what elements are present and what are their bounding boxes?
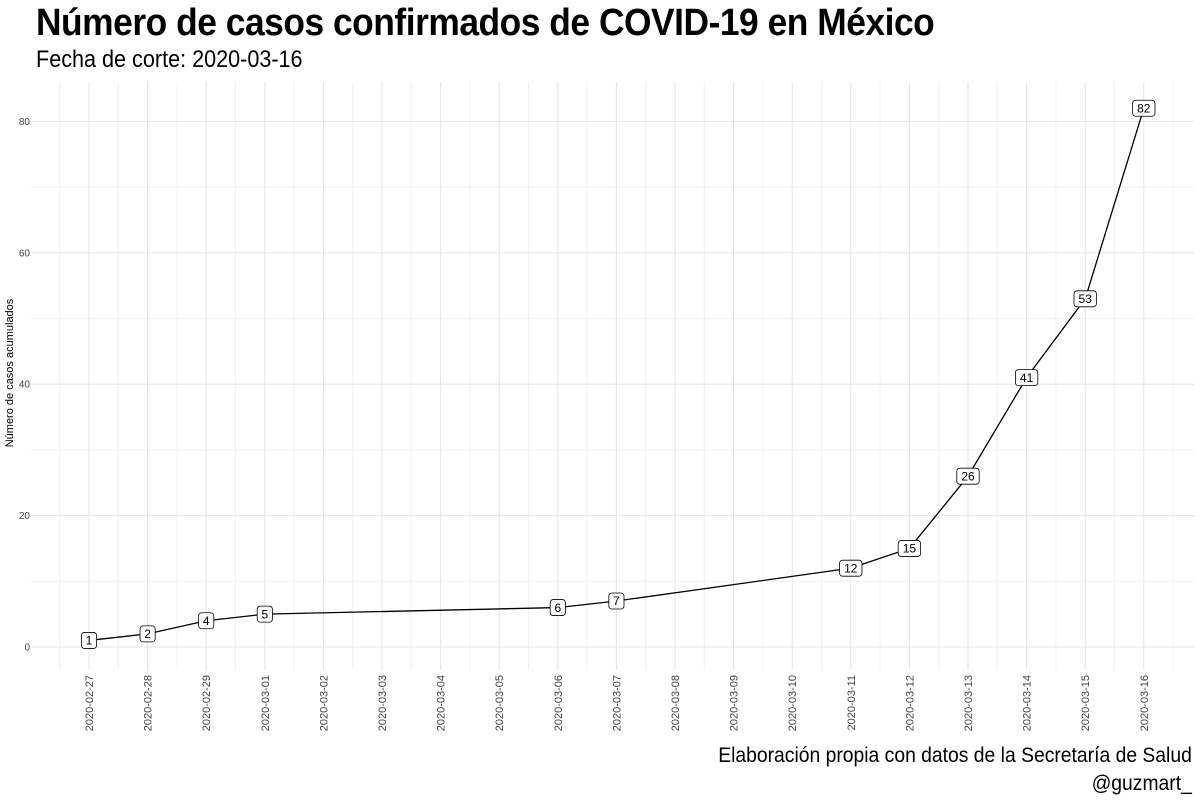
data-point-label: 6 xyxy=(549,599,566,616)
data-label-text: 26 xyxy=(961,469,975,483)
data-point-label: 4 xyxy=(198,612,215,630)
x-tick-label: 2020-02-28 xyxy=(143,675,155,731)
data-label-text: 15 xyxy=(903,542,917,556)
series-line-group xyxy=(88,108,1145,642)
data-point-label: 82 xyxy=(1132,99,1156,117)
data-label-box xyxy=(256,605,273,623)
x-tick-label: 2020-03-16 xyxy=(1139,675,1151,731)
grid-lines xyxy=(31,82,1194,670)
chart-subtitle: Fecha de corte: 2020-03-16 xyxy=(36,46,303,73)
data-label-text: 6 xyxy=(554,601,561,615)
data-point-label: 26 xyxy=(956,467,980,485)
data-label-box xyxy=(81,632,98,649)
data-point-label: 1 xyxy=(81,632,98,649)
caption-author: @guzmart_ xyxy=(1091,772,1192,795)
data-label-box xyxy=(956,467,980,485)
data-point-label: 41 xyxy=(1015,369,1039,387)
data-label-box xyxy=(1132,99,1156,117)
y-axis-label: Número de casos acumulados xyxy=(4,298,16,447)
chart-title: Número de casos confirmados de COVID-19 … xyxy=(36,2,935,44)
data-label-box xyxy=(1015,369,1039,387)
x-tick-label: 2020-03-14 xyxy=(1022,675,1034,731)
x-tick-label: 2020-03-08 xyxy=(670,675,682,731)
x-tick-label: 2020-03-12 xyxy=(904,675,916,731)
data-point-label: 5 xyxy=(256,605,273,623)
x-tick-label: 2020-03-03 xyxy=(377,675,389,731)
line-chart: 0 20 40 60 80 2020-02-27 2020-02-28 2020-02-29… xyxy=(4,82,1194,731)
data-label-box xyxy=(198,612,215,630)
data-label-box xyxy=(897,540,922,557)
y-tick-label: 60 xyxy=(19,248,31,259)
data-label-box xyxy=(1073,290,1097,308)
data-label-text: 12 xyxy=(844,561,858,575)
data-label-text: 1 xyxy=(86,634,93,648)
data-point-label: 15 xyxy=(897,540,922,557)
x-tick-label: 2020-03-02 xyxy=(318,675,330,731)
series-line xyxy=(88,108,1145,642)
y-tick-label: 20 xyxy=(19,511,31,522)
data-label-box xyxy=(608,592,625,610)
x-tick-label: 2020-03-04 xyxy=(436,675,448,731)
data-point-label: 2 xyxy=(139,625,156,643)
data-label-text: 2 xyxy=(144,627,151,641)
x-tick-label: 2020-02-27 xyxy=(84,675,96,731)
data-label-box xyxy=(549,599,566,616)
y-tick-label: 80 xyxy=(19,117,31,128)
data-label-text: 5 xyxy=(261,607,268,621)
data-label-text: 41 xyxy=(1020,371,1034,385)
x-tick-label: 2020-03-09 xyxy=(729,675,741,731)
data-label-text: 4 xyxy=(203,614,210,628)
x-tick-label: 2020-02-29 xyxy=(201,675,213,731)
x-tick-label: 2020-03-13 xyxy=(963,675,975,731)
x-tick-label: 2020-03-11 xyxy=(846,675,858,730)
x-tick-label: 2020-03-07 xyxy=(611,675,623,731)
chart-caption: Elaboración propia con datos de la Secre… xyxy=(677,742,1192,798)
data-label-text: 7 xyxy=(613,594,620,608)
data-label-text: 53 xyxy=(1079,292,1093,306)
x-axis-ticks: 2020-02-27 2020-02-28 2020-02-29 2020-03-01… xyxy=(84,675,1151,731)
x-tick-label: 2020-03-15 xyxy=(1080,675,1092,731)
x-tick-label: 2020-03-05 xyxy=(494,675,506,731)
x-tick-label: 2020-03-06 xyxy=(553,675,565,731)
data-label-box xyxy=(839,559,863,577)
data-point-label: 53 xyxy=(1073,290,1097,308)
data-label-text: 82 xyxy=(1137,101,1151,115)
y-axis-ticks: 0 20 40 60 80 xyxy=(19,117,31,654)
y-tick-label: 40 xyxy=(19,380,31,391)
data-point-label: 7 xyxy=(608,592,625,610)
data-point-label: 12 xyxy=(839,559,863,577)
x-tick-label: 2020-03-10 xyxy=(787,675,799,731)
y-tick-label: 0 xyxy=(24,643,30,654)
x-tick-label: 2020-03-01 xyxy=(260,675,272,731)
caption-source: Elaboración propia con datos de la Secre… xyxy=(718,744,1192,767)
data-label-box xyxy=(139,625,156,643)
